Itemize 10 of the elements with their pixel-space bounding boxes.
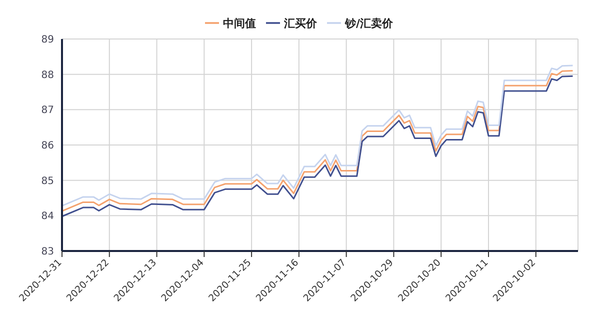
y-tick-label: 89 [41,34,54,46]
y-tick-label: 83 [41,246,54,258]
legend-label: 钞/汇卖价 [344,17,394,30]
y-tick-label: 87 [41,105,54,116]
y-tick-label: 85 [41,176,54,187]
legend-label: 中间值 [222,17,256,30]
y-tick-label: 88 [41,70,54,81]
y-tick-label: 86 [41,140,54,152]
y-tick-label: 84 [41,211,54,222]
legend-label: 汇买价 [284,17,317,30]
